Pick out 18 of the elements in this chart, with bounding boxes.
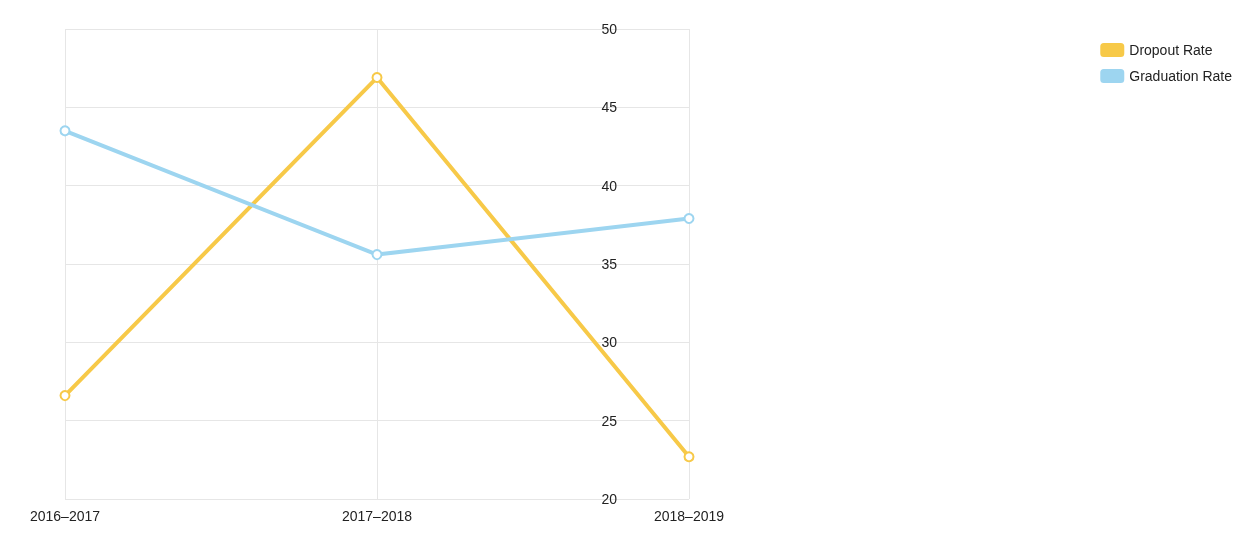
- point: [683, 213, 695, 225]
- y-tick-label: 35: [601, 256, 618, 272]
- y-tick-label: 30: [601, 334, 618, 351]
- point: [371, 249, 383, 261]
- legend-label: Dropout Rate: [1129, 42, 1213, 58]
- x-tick-label: 2016–2017: [29, 508, 101, 524]
- point: [59, 125, 71, 137]
- y-tick-label: 25: [601, 412, 618, 429]
- legend-label: Graduation Rate: [1129, 68, 1233, 84]
- y-tick-label: 45: [601, 99, 618, 116]
- point: [683, 451, 695, 463]
- y-tick-label: 20: [601, 491, 618, 507]
- y-tick-label: 40: [601, 177, 618, 194]
- x-tick-label: 2017–2018: [341, 508, 413, 524]
- point: [59, 390, 71, 402]
- y-tick-label: 50: [601, 21, 618, 37]
- point: [371, 72, 383, 84]
- x-tick-label: 2018–2019: [653, 508, 725, 524]
